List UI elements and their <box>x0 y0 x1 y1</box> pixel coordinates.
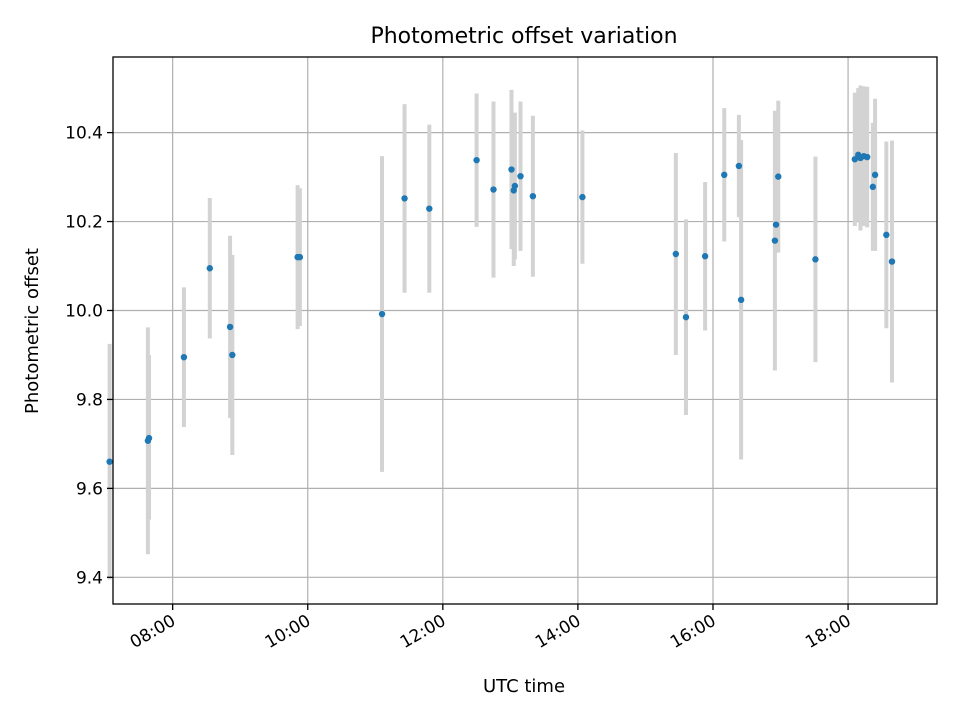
data-point <box>682 313 690 321</box>
data-point <box>579 193 586 201</box>
chart-title: Photometric offset variation <box>370 24 677 49</box>
data-point <box>721 171 728 179</box>
data-point <box>508 166 515 173</box>
x-tick-label: 10:00 <box>262 611 314 653</box>
data-point <box>871 171 879 179</box>
x-axis-ticks: 08:00 10:00 12:00 14:00 16:00 18:00 <box>127 604 855 653</box>
data-point <box>401 195 408 202</box>
x-tick-label: 08:00 <box>127 611 179 653</box>
x-tick-label: 12:00 <box>397 611 449 653</box>
data-point <box>296 253 304 261</box>
data-point <box>206 265 214 272</box>
y-axis-label: Photometric offset <box>22 248 43 414</box>
data-point <box>812 256 819 263</box>
data-point <box>517 172 524 180</box>
data-point <box>771 237 779 244</box>
data-point <box>864 153 871 161</box>
y-tick-label: 9.4 <box>76 568 103 588</box>
data-point <box>737 296 745 304</box>
data-point <box>869 183 877 191</box>
data-point <box>735 162 743 170</box>
data-point <box>226 323 234 331</box>
y-tick-label: 10.0 <box>65 301 103 321</box>
y-tick-label: 10.4 <box>65 124 103 144</box>
error-bars <box>107 85 894 580</box>
x-axis-label: UTC time <box>483 676 565 697</box>
data-point <box>772 221 780 228</box>
data-point <box>180 353 188 361</box>
grid-lines <box>113 57 937 604</box>
x-tick-label: 18:00 <box>802 611 854 653</box>
data-point <box>490 186 497 193</box>
x-tick-label: 14:00 <box>532 611 584 653</box>
data-point <box>775 173 782 180</box>
data-point <box>426 205 433 212</box>
data-point <box>529 192 537 200</box>
data-point <box>229 351 236 359</box>
data-point <box>378 310 386 318</box>
data-point <box>473 156 480 164</box>
data-point <box>701 253 709 260</box>
data-point <box>888 258 896 265</box>
y-axis-ticks: 9.4 9.6 9.8 10.0 10.2 10.4 <box>65 124 113 588</box>
data-point <box>883 231 890 239</box>
data-point <box>106 458 113 465</box>
data-point <box>511 182 519 190</box>
data-point <box>672 250 680 258</box>
y-tick-label: 10.2 <box>65 213 103 233</box>
y-tick-label: 9.8 <box>76 390 103 410</box>
x-tick-label: 16:00 <box>667 611 719 653</box>
data-point <box>851 156 859 163</box>
plot-frame <box>112 56 938 605</box>
y-tick-label: 9.6 <box>76 479 103 499</box>
data-points <box>106 151 896 465</box>
data-point <box>145 434 153 442</box>
